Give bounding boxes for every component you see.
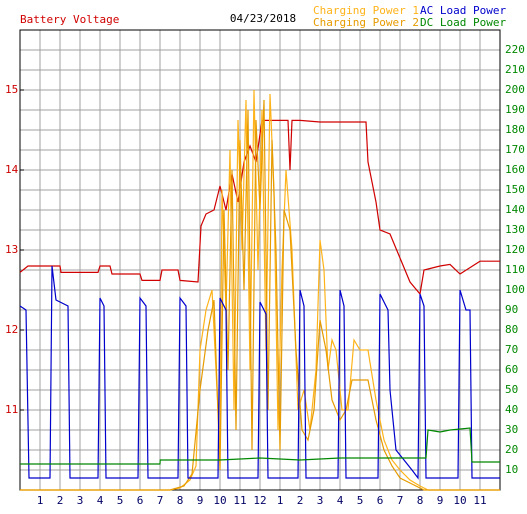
x-tick-label: 9 [437, 494, 444, 507]
y2-tick-label: 190 [505, 103, 525, 116]
x-tick-label: 4 [337, 494, 344, 507]
x-tick-label: 7 [157, 494, 164, 507]
chart-title: 04/23/2018 [230, 12, 296, 25]
x-tick-label: 12 [253, 494, 266, 507]
legend-label: Charging Power 1 [313, 4, 419, 17]
y2-tick-label: 180 [505, 123, 525, 136]
y2-tick-label: 40 [505, 403, 518, 416]
x-tick-label: 3 [317, 494, 324, 507]
x-tick-label: 5 [357, 494, 364, 507]
x-tick-label: 8 [417, 494, 424, 507]
y2-tick-label: 60 [505, 363, 518, 376]
legend-label: Charging Power 2 [313, 16, 419, 29]
series-line [20, 99, 500, 491]
y2-tick-label: 220 [505, 43, 525, 56]
x-tick-label: 5 [117, 494, 124, 507]
y2-tick-label: 160 [505, 163, 525, 176]
y-tick-label: 12 [5, 323, 18, 336]
y2-tick-label: 210 [505, 63, 525, 76]
y2-tick-label: 80 [505, 323, 518, 336]
plot-border [19, 29, 501, 491]
x-tick-label: 2 [297, 494, 304, 507]
y2-tick-label: 30 [505, 423, 518, 436]
y2-tick-label: 50 [505, 383, 518, 396]
x-tick-label: 7 [397, 494, 404, 507]
x-tick-label: 8 [177, 494, 184, 507]
series-line [19, 265, 500, 480]
y2-tick-label: 130 [505, 223, 525, 236]
x-tick-label: 4 [97, 494, 104, 507]
legend-label: Battery Voltage [20, 13, 119, 26]
y2-tick-label: 70 [505, 343, 518, 356]
y2-tick-label: 110 [505, 263, 525, 276]
x-tick-label: 3 [77, 494, 84, 507]
x-tick-label: 6 [137, 494, 144, 507]
y2-tick-label: 100 [505, 283, 525, 296]
y2-tick-label: 90 [505, 303, 518, 316]
x-tick-label: 6 [377, 494, 384, 507]
y-tick-label: 13 [5, 243, 18, 256]
y2-tick-label: 150 [505, 183, 525, 196]
x-tick-label: 11 [473, 494, 486, 507]
y2-tick-label: 10 [505, 463, 518, 476]
x-tick-label: 11 [233, 494, 246, 507]
y2-tick-label: 140 [505, 203, 525, 216]
legend-label: DC Load Power [420, 16, 506, 29]
y2-tick-label: 200 [505, 83, 525, 96]
x-tick-label: 1 [37, 494, 44, 507]
x-tick-label: 10 [453, 494, 466, 507]
x-tick-label: 10 [213, 494, 226, 507]
x-tick-label: 1 [277, 494, 284, 507]
y-tick-label: 11 [5, 403, 18, 416]
y2-tick-label: 120 [505, 243, 525, 256]
legend-label: AC Load Power [420, 4, 506, 17]
y-tick-label: 15 [5, 83, 18, 96]
x-tick-label: 2 [57, 494, 64, 507]
y2-tick-label: 170 [505, 143, 525, 156]
y2-tick-label: 20 [505, 443, 518, 456]
x-tick-label: 9 [197, 494, 204, 507]
series-line [20, 427, 500, 465]
y-tick-label: 14 [5, 163, 19, 176]
